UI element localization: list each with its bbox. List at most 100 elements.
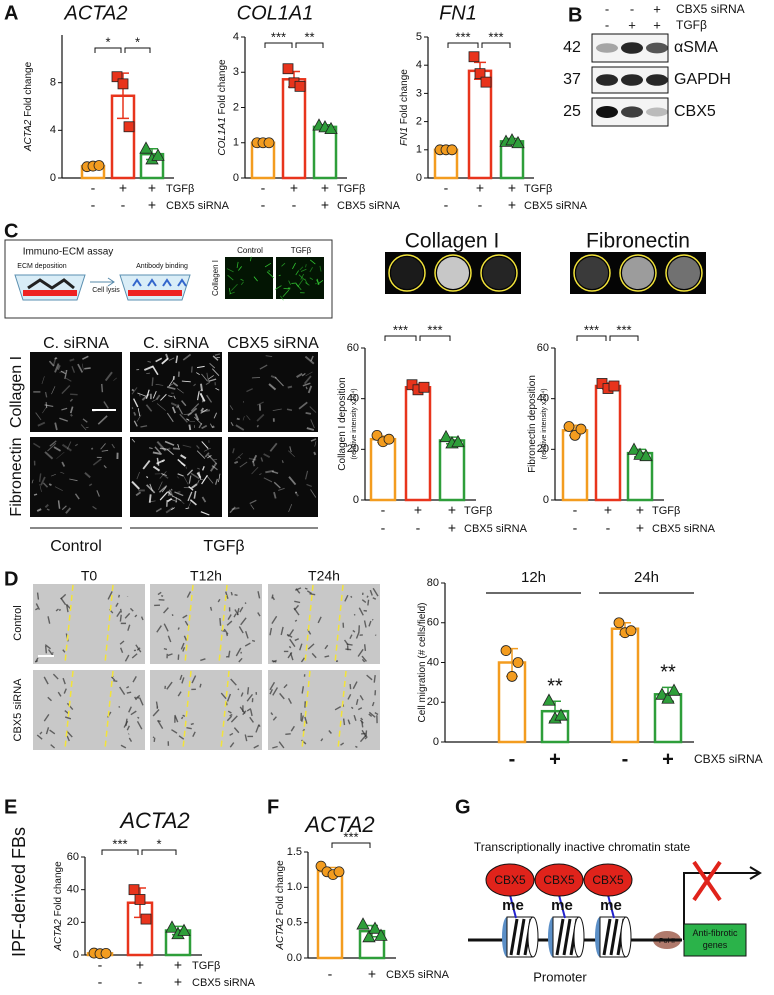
cell: [55, 608, 59, 612]
fiber: [142, 459, 151, 470]
cell: [355, 745, 358, 749]
dot-signal: [391, 257, 423, 289]
condition-sign: -: [328, 966, 333, 982]
fiber: [74, 443, 78, 447]
cell: [294, 587, 302, 591]
cell: [57, 691, 62, 697]
fiber: [282, 289, 290, 298]
panel-label: B: [568, 4, 582, 26]
data-point: [165, 920, 179, 933]
fiber: [208, 378, 217, 382]
fiber: [288, 476, 297, 486]
fiber: [146, 475, 149, 479]
fiber: [57, 500, 61, 509]
condition-sign: +: [448, 502, 456, 518]
data-point: [294, 80, 306, 92]
data-point: [383, 433, 395, 445]
fiber: [69, 406, 74, 414]
fiber: [299, 266, 304, 271]
data-point: [139, 141, 153, 154]
cell: [209, 606, 213, 611]
fiber: [161, 486, 167, 493]
cell: [163, 623, 169, 632]
fiber: [177, 473, 184, 477]
cbx5-label: CBX5: [494, 873, 526, 887]
fiber: [185, 507, 190, 510]
cell: [167, 653, 173, 657]
fiber: [42, 482, 49, 488]
fiber: [171, 406, 176, 414]
fiber: [297, 279, 304, 287]
assay-step: Cell lysis: [92, 287, 120, 294]
cell: [240, 617, 247, 626]
bar: [316, 869, 344, 960]
fiber: [274, 376, 284, 387]
condition-label: TGFβ: [192, 960, 220, 972]
data-point: [151, 148, 165, 161]
cell: [317, 616, 322, 624]
data-point: [627, 442, 641, 455]
cell: [163, 607, 169, 614]
fiber: [302, 382, 311, 387]
y-tick-label: 80: [427, 577, 439, 589]
cell: [47, 616, 51, 624]
significance-bracket: [609, 335, 639, 341]
cell: [301, 686, 305, 694]
fiber: [229, 405, 234, 411]
fiber: [33, 442, 41, 449]
cell: [289, 652, 294, 661]
data-point: [362, 929, 376, 943]
significance-bracket: [419, 335, 451, 341]
cell: [115, 602, 119, 607]
scratch-image: [268, 670, 380, 750]
blot-sign: -: [630, 1, 634, 16]
fiber: [194, 416, 203, 425]
fiber: [238, 456, 242, 459]
condition-sign: -: [138, 974, 143, 990]
cell: [127, 733, 130, 735]
condition-sign: +: [368, 966, 376, 982]
fiber: [161, 357, 169, 365]
dna-wrap: [602, 918, 612, 956]
wound-edge: [104, 670, 114, 750]
cell: [186, 726, 192, 730]
fiber: [215, 387, 220, 391]
dot-signal: [576, 257, 608, 289]
y-tick-label: 0: [353, 494, 359, 506]
y-tick-label: 0.0: [287, 952, 302, 964]
cell: [217, 598, 221, 603]
fiber: [188, 424, 192, 431]
fiber: [296, 372, 303, 379]
cell: [334, 706, 342, 711]
cbx5-label: CBX5: [543, 873, 575, 887]
fiber: [236, 261, 239, 268]
fiber: [177, 458, 186, 467]
condition-label: CBX5 siRNA: [386, 969, 450, 981]
cell: [117, 594, 121, 598]
significance-bracket: [295, 42, 324, 48]
mini-micrograph: [225, 257, 273, 299]
fiber: [264, 262, 272, 268]
cbx5-label: CBX5: [592, 873, 624, 887]
fiber: [44, 504, 49, 509]
significance: ***: [455, 29, 470, 44]
fiber: [61, 407, 68, 411]
cell: [223, 628, 229, 635]
cell: [116, 610, 121, 618]
fiber: [188, 486, 194, 491]
cell: [358, 607, 364, 616]
scratch-column: T24h: [308, 568, 340, 584]
fiber: [65, 377, 72, 382]
fiber: [269, 442, 278, 452]
cell: [253, 744, 260, 749]
blot-protein: GAPDH: [674, 71, 731, 88]
fiber: [69, 358, 75, 362]
cell: [363, 644, 367, 652]
dot-ring: [434, 254, 472, 292]
dot-blot-title: Collagen I: [405, 230, 500, 253]
fiber: [198, 422, 203, 429]
blot-band: [646, 74, 668, 86]
gene-label-box: Anti-fibrotic genes: [692, 928, 737, 950]
cell: [234, 593, 238, 596]
fiber: [131, 480, 140, 490]
